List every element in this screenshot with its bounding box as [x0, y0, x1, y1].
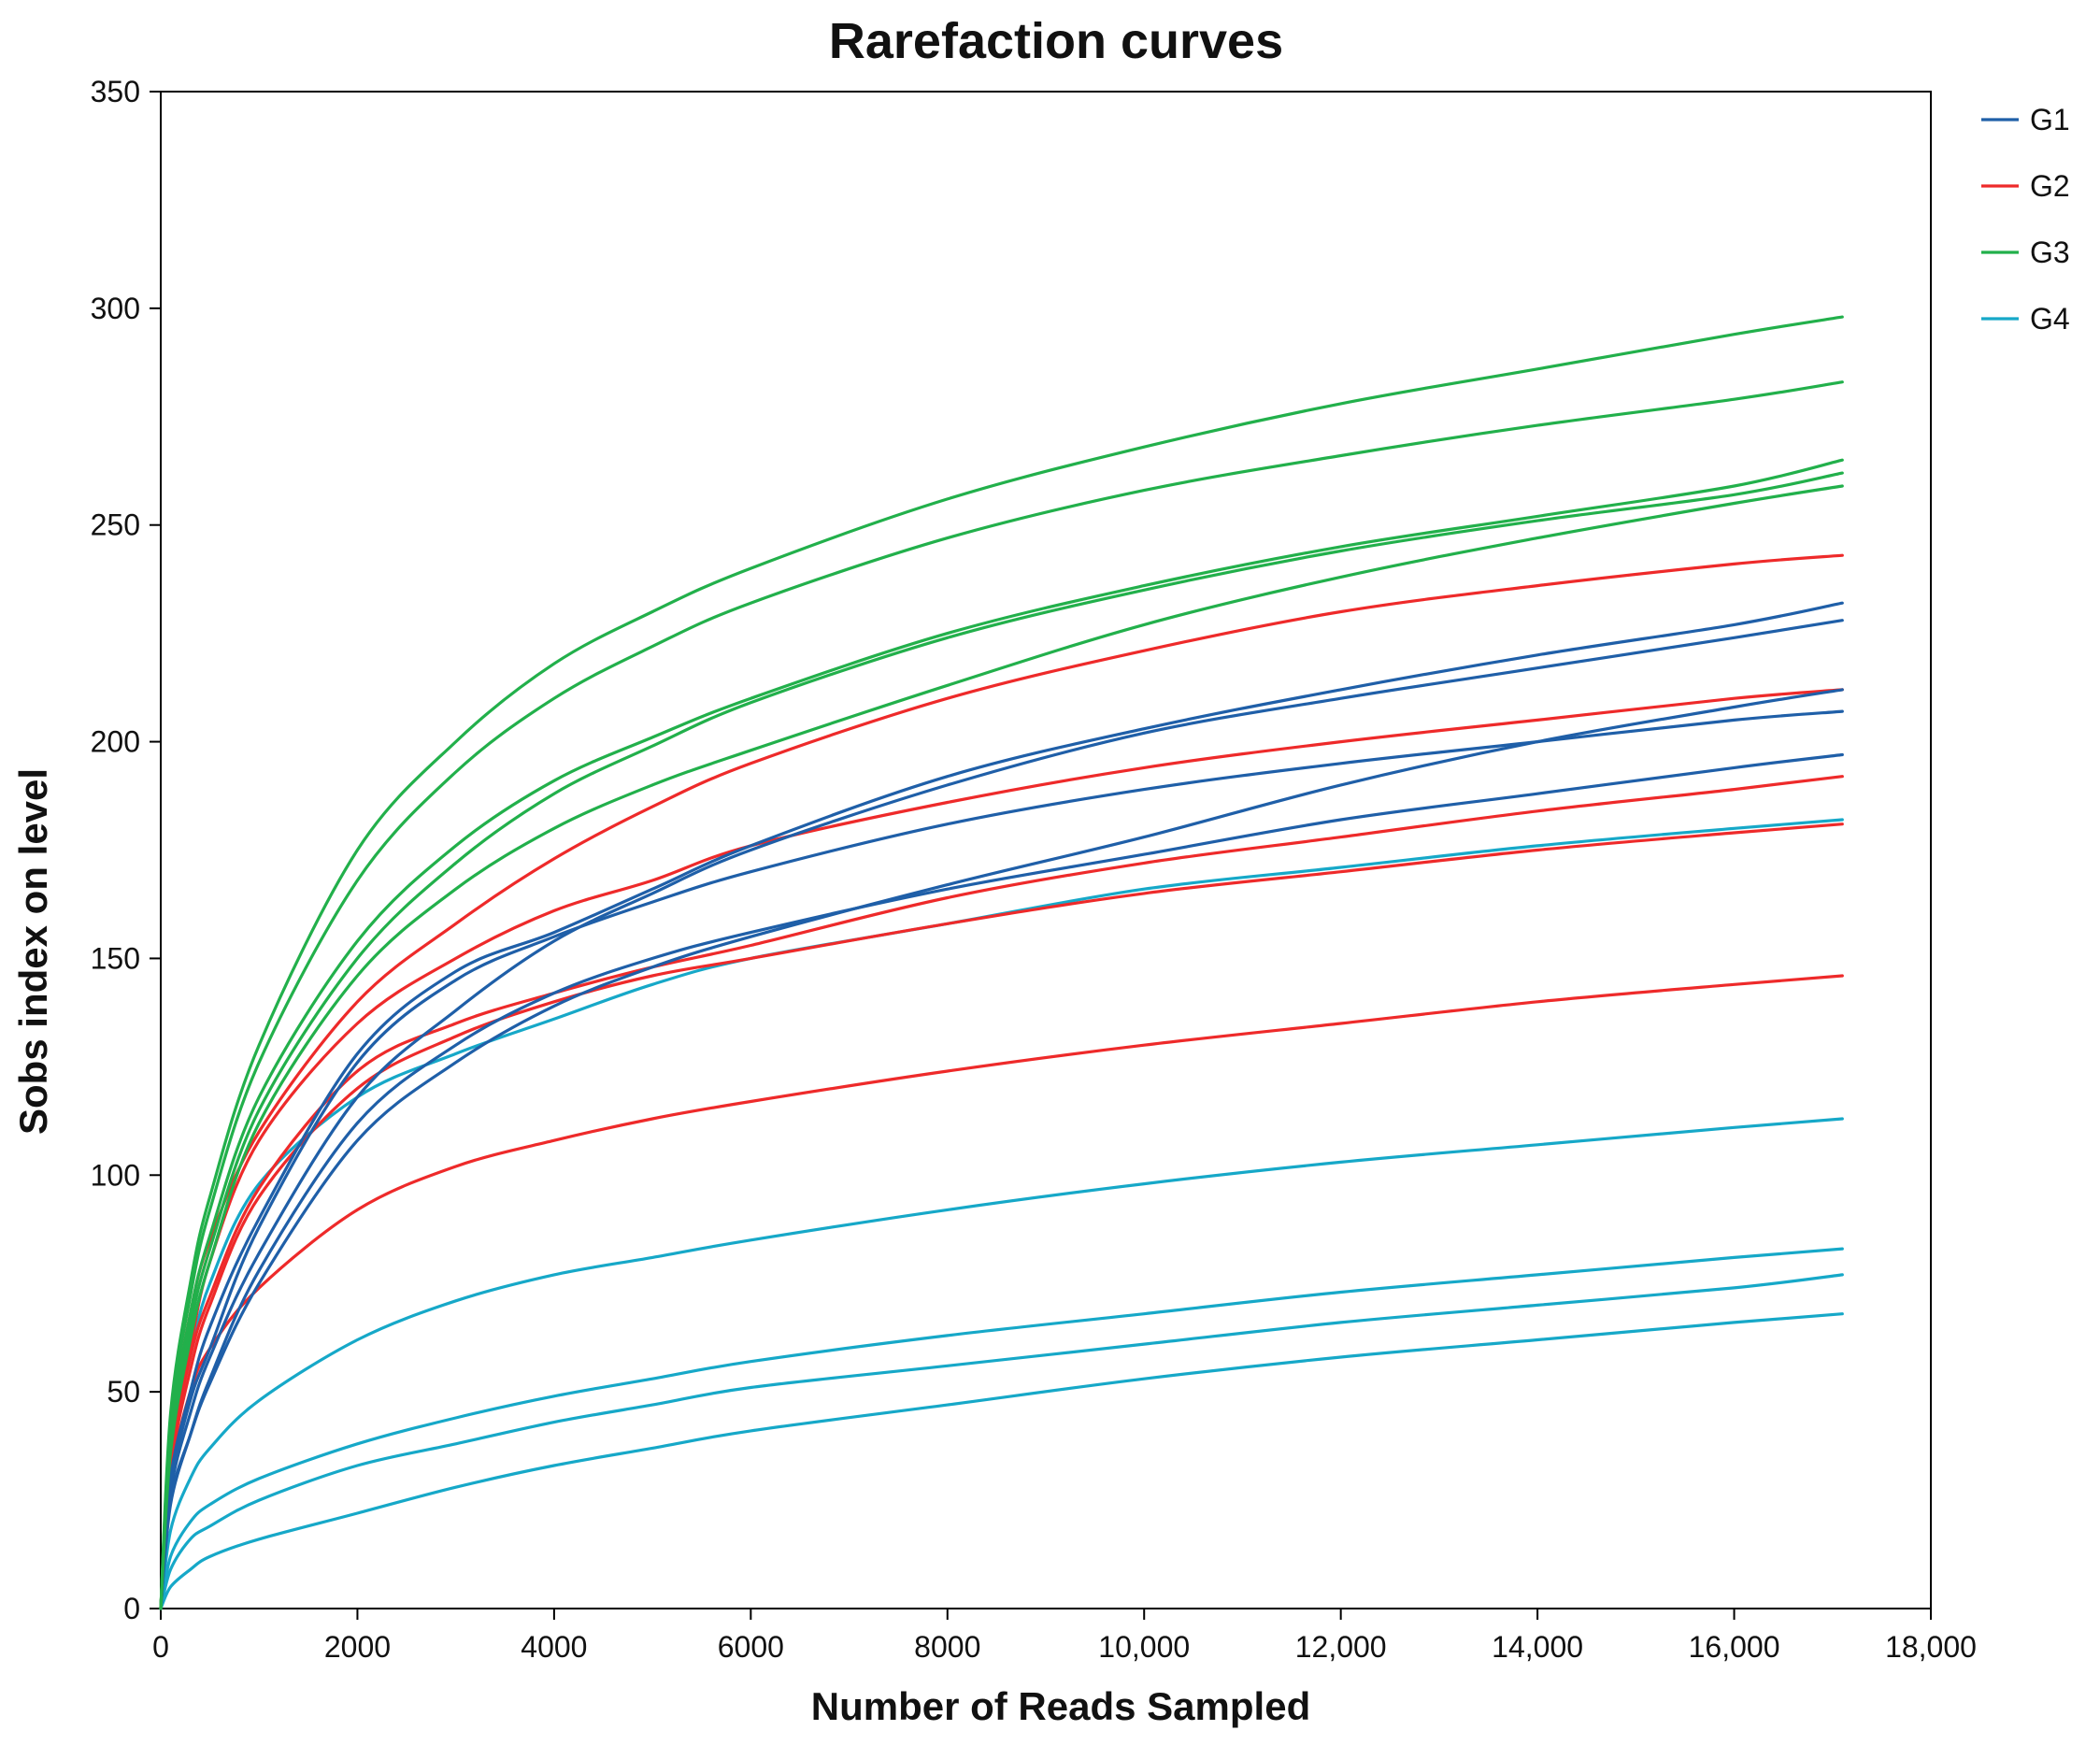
series-line-g3-14: [159, 484, 1844, 1610]
y-tick-label: 150: [91, 941, 140, 975]
y-axis: 0 50 100 150 200 250 300 350: [91, 75, 161, 1625]
x-tick-label: 2000: [324, 1630, 391, 1664]
series-line-g2-6: [159, 688, 1844, 1610]
series-line-g4-18: [159, 1273, 1844, 1610]
series-line-g4-16: [159, 1117, 1844, 1610]
x-tick-label: 4000: [521, 1630, 587, 1664]
legend-label-g2: G2: [2030, 169, 2070, 203]
series-line-g3-12: [159, 458, 1844, 1610]
x-tick-label: 6000: [718, 1630, 784, 1664]
series-line-g4-15: [159, 818, 1844, 1610]
series-line-g3-10: [159, 315, 1844, 1610]
series-line-g3-11: [159, 380, 1844, 1610]
series-line-g1-1: [159, 619, 1844, 1610]
x-tick-label: 0: [152, 1630, 169, 1664]
series-lines: [159, 315, 1844, 1610]
x-axis-label: Number of Reads Sampled: [811, 1684, 1310, 1728]
x-tick-label: 18,000: [1885, 1630, 1977, 1664]
series-line-g4-19: [159, 1312, 1844, 1610]
series-line-g1-2: [159, 709, 1844, 1610]
y-tick-label: 300: [91, 292, 140, 325]
series-line-g2-8: [159, 822, 1844, 1610]
y-tick-label: 0: [123, 1592, 140, 1625]
x-tick-label: 8000: [914, 1630, 980, 1664]
plot-frame: [160, 91, 1932, 1609]
chart-title: Rarefaction curves: [829, 13, 1283, 69]
legend-label-g1: G1: [2030, 103, 2070, 136]
y-tick-label: 100: [91, 1158, 140, 1192]
x-tick-label: 14,000: [1492, 1630, 1583, 1664]
x-tick-label: 12,000: [1295, 1630, 1387, 1664]
x-tick-label: 16,000: [1689, 1630, 1780, 1664]
plot-border: [160, 91, 1932, 1609]
legend-label-g4: G4: [2030, 302, 2070, 336]
legend-label-g3: G3: [2030, 236, 2070, 269]
series-line-g3-13: [159, 471, 1844, 1610]
legend: G1 G2 G3 G4: [1981, 103, 2070, 336]
y-tick-label: 250: [91, 508, 140, 542]
series-line-g4-17: [159, 1247, 1844, 1610]
x-tick-label: 10,000: [1098, 1630, 1190, 1664]
y-tick-label: 350: [91, 75, 140, 108]
y-tick-label: 50: [107, 1375, 140, 1409]
series-line-g1-4: [159, 752, 1844, 1610]
y-tick-label: 200: [91, 725, 140, 759]
series-line-g1-0: [159, 601, 1844, 1610]
x-axis: 0 2000 4000 6000 8000 10,000 12,000 14,000 16,00…: [152, 1609, 1977, 1664]
series-line-g1-3: [159, 688, 1844, 1610]
y-axis-label: Sobs index on level: [11, 768, 55, 1135]
